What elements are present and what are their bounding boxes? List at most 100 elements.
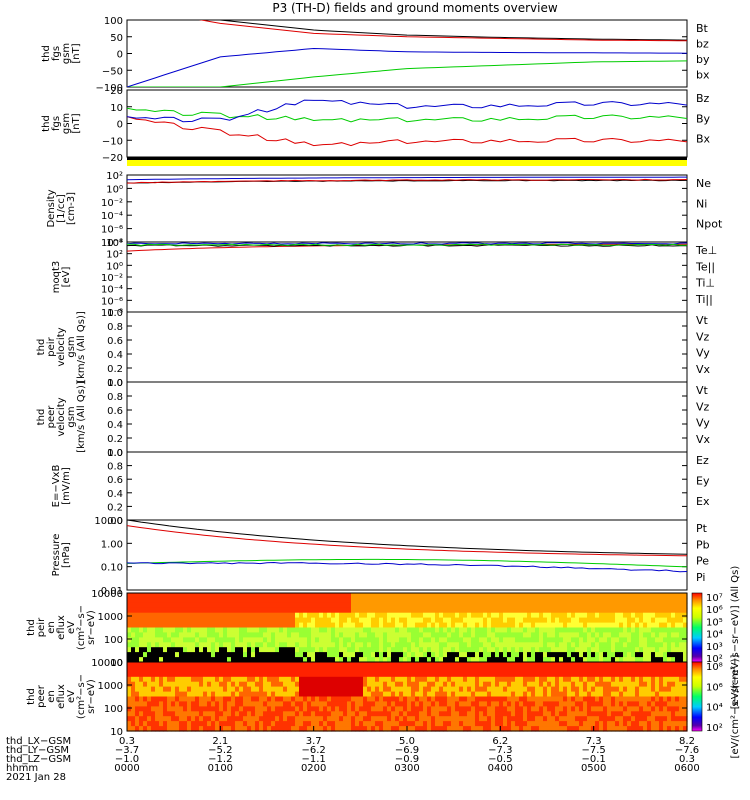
- spectrogram-cell: [407, 602, 412, 609]
- spectrogram-cell: [471, 657, 476, 663]
- spectrogram-cell: [503, 647, 508, 653]
- spectrogram-cell: [199, 637, 204, 643]
- spectrogram-cell: [299, 617, 304, 624]
- spectrogram-cell: [187, 671, 192, 678]
- spectrogram-cell: [519, 706, 524, 712]
- spectrogram-cell: [127, 726, 132, 732]
- spectrogram-cell: [447, 632, 452, 638]
- spectrogram-cell: [547, 622, 552, 629]
- spectrogram-cell: [399, 716, 404, 722]
- spectrogram-cell: [483, 622, 488, 629]
- spectrogram-cell: [631, 637, 636, 643]
- spectrogram-cell: [219, 632, 224, 638]
- spectrogram-cell: [547, 627, 552, 633]
- spectrogram-cell: [607, 593, 612, 599]
- spectrogram-cell: [643, 607, 648, 614]
- spectrogram-cell: [335, 671, 340, 678]
- spectrogram-cell: [463, 632, 468, 638]
- legend-entry: Ni: [696, 197, 707, 210]
- spectrogram-cell: [479, 617, 484, 624]
- legend-entry: Vt: [696, 314, 709, 327]
- spectrogram-cell: [363, 647, 368, 653]
- spectrogram-cell: [163, 602, 168, 609]
- spectrogram-cell: [395, 726, 400, 732]
- spectrogram-cell: [179, 607, 184, 614]
- spectrogram-cell: [559, 711, 564, 717]
- spectrogram-cell: [515, 593, 520, 599]
- spectrogram-cell: [355, 642, 360, 648]
- spectrogram-cell: [243, 657, 248, 663]
- spectrogram-cell: [255, 632, 260, 638]
- spectrogram-cell: [547, 597, 552, 604]
- spectrogram-cell: [239, 597, 244, 604]
- spectrogram-cell: [439, 607, 444, 614]
- spectrogram-cell: [155, 716, 160, 722]
- spectrogram-cell: [523, 602, 528, 609]
- spectrogram-cell: [627, 726, 632, 732]
- spectrogram-cell: [535, 612, 540, 619]
- spectrogram-cell: [279, 652, 284, 658]
- spectrogram-cell: [463, 666, 468, 673]
- spectrogram-cell: [159, 701, 164, 707]
- spectrogram-cell: [579, 681, 584, 688]
- spectrogram-cell: [659, 686, 664, 693]
- spectrogram-cell: [587, 612, 592, 619]
- spectrogram-cell: [195, 593, 200, 599]
- spectrogram-cell: [259, 671, 264, 678]
- spectrogram-cell: [335, 701, 340, 707]
- spectrogram-cell: [479, 701, 484, 707]
- spectrogram-cell: [343, 662, 348, 668]
- spectrogram-cell: [383, 597, 388, 604]
- spectrogram-cell: [135, 671, 140, 678]
- spectrogram-cell: [571, 676, 576, 683]
- spectrogram-cell: [151, 607, 156, 614]
- spectrogram-cell: [607, 652, 612, 658]
- spectrogram-cell: [247, 721, 252, 727]
- spectrogram-cell: [527, 627, 532, 633]
- spectrogram-cell: [675, 637, 680, 643]
- spectrogram-cell: [639, 622, 644, 629]
- spectrogram-cell: [671, 632, 676, 638]
- spectrogram-cell: [571, 637, 576, 643]
- y-tick-label: 0.0: [107, 448, 123, 459]
- spectrogram-cell: [543, 597, 548, 604]
- spectrogram-cell: [275, 632, 280, 638]
- spectrogram-cell: [363, 627, 368, 633]
- spectrogram-cell: [243, 681, 248, 688]
- spectrogram-cell: [323, 657, 328, 663]
- spectrogram-cell: [223, 716, 228, 722]
- spectrogram-cell: [671, 666, 676, 673]
- spectrogram-cell: [403, 642, 408, 648]
- spectrogram-cell: [211, 701, 216, 707]
- spectrogram-cell: [579, 716, 584, 722]
- spectrogram-cell: [447, 657, 452, 663]
- spectrogram-cell: [275, 597, 280, 604]
- x-tick-label: 8.2: [679, 736, 695, 747]
- spectrogram-cell: [335, 632, 340, 638]
- spectrogram-cell: [607, 612, 612, 619]
- spectrogram-cell: [395, 686, 400, 693]
- spectrogram-cell: [571, 652, 576, 658]
- spectrogram-cell: [503, 721, 508, 727]
- spectrogram-cell: [143, 711, 148, 717]
- spectrogram-cell: [639, 711, 644, 717]
- spectrogram-cell: [499, 617, 504, 624]
- spectrogram-cell: [475, 701, 480, 707]
- spectrogram-cell: [287, 696, 292, 702]
- spectrogram-cell: [387, 647, 392, 653]
- spectrogram-cell: [391, 637, 396, 643]
- spectrogram-cell: [303, 657, 308, 663]
- spectrogram-cell: [363, 642, 368, 648]
- spectrogram-cell: [367, 696, 372, 702]
- spectrogram-cell: [231, 632, 236, 638]
- spectrogram-cell: [679, 706, 684, 712]
- spectrogram-cell: [191, 607, 196, 614]
- spectrogram-cell: [459, 706, 464, 712]
- spectrogram-cell: [471, 726, 476, 732]
- spectrogram-cell: [127, 671, 132, 678]
- spectrogram-cell: [471, 632, 476, 638]
- spectrogram-cell: [643, 716, 648, 722]
- spectrogram-cell: [127, 632, 132, 638]
- spectrogram-cell: [267, 612, 272, 619]
- spectrogram-cell: [235, 701, 240, 707]
